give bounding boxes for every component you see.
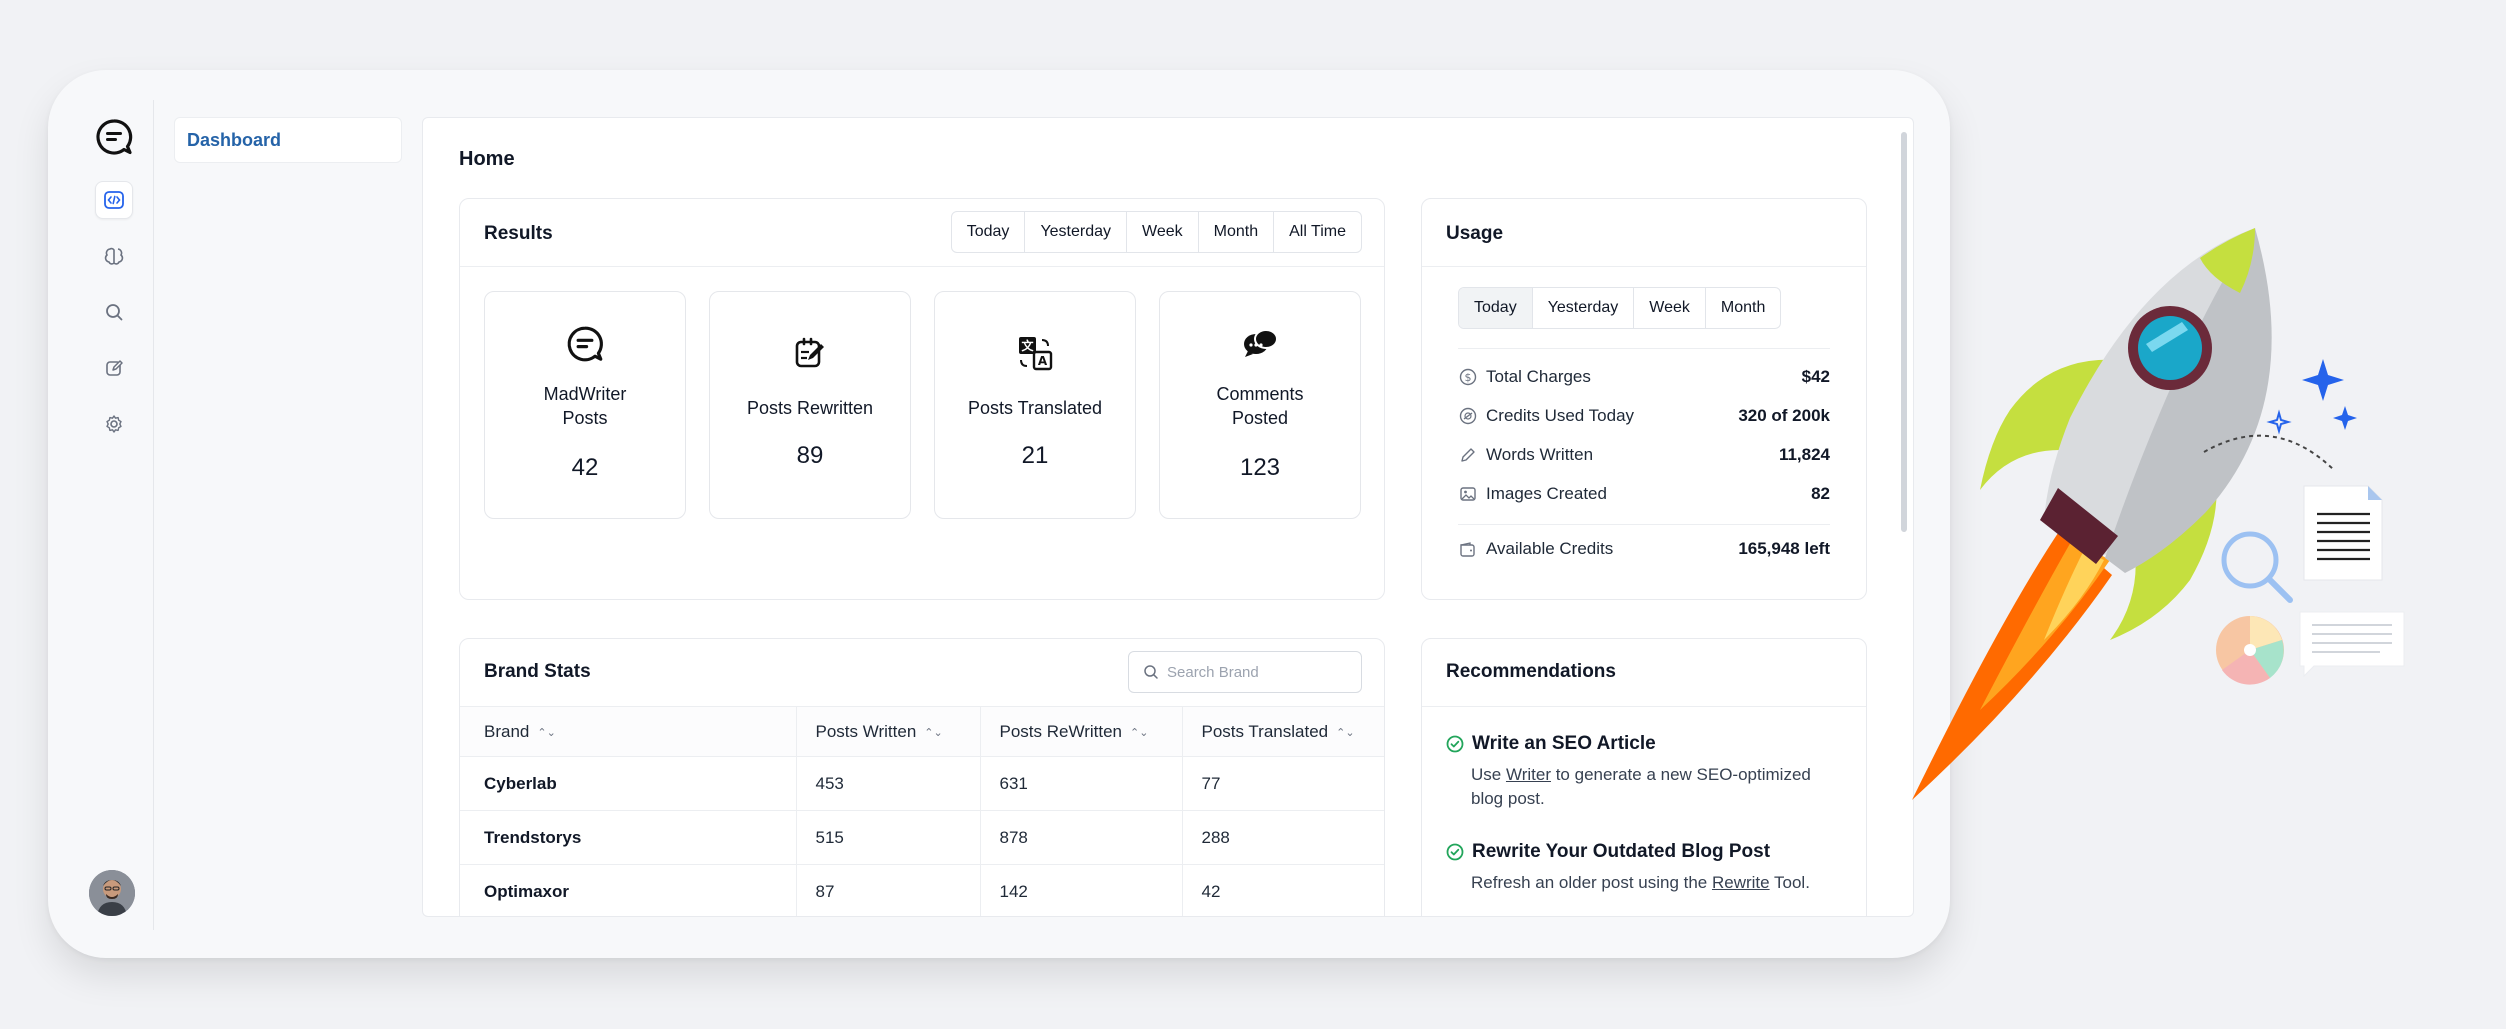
- column-header-posts-written[interactable]: Posts Written ⌃⌄: [795, 706, 980, 757]
- stat-value: 42: [571, 454, 599, 481]
- results-range-all-time[interactable]: All Time: [1289, 223, 1346, 240]
- edit-nav-icon[interactable]: [95, 349, 133, 387]
- results-title: Results: [484, 223, 553, 244]
- column-header-posts-rewritten[interactable]: Posts ReWritten ⌃⌄: [979, 706, 1182, 757]
- svg-text:A: A: [1038, 354, 1048, 368]
- usage-title: Usage: [1446, 223, 1504, 244]
- app-logo-icon[interactable]: [91, 114, 137, 160]
- sort-icon: ⌃⌄: [1336, 726, 1355, 739]
- usage-card: Usage Today Yesterday Week Month $ Total…: [1421, 198, 1867, 600]
- results-range-selector: Today Yesterday Week Month All Time: [950, 211, 1362, 253]
- brain-nav-icon[interactable]: [95, 237, 133, 275]
- usage-row-words-written: Words Written 11,824: [1458, 442, 1830, 468]
- recommendations-card: Recommendations Write an SEO Article Use…: [1421, 638, 1867, 916]
- dollar-icon: $: [1458, 367, 1478, 387]
- results-range-yesterday[interactable]: Yesterday: [1025, 212, 1128, 252]
- sort-icon: ⌃⌄: [924, 726, 943, 739]
- column-header-brand[interactable]: Brand ⌃⌄: [460, 706, 796, 757]
- user-avatar[interactable]: [89, 870, 135, 916]
- usage-range-week[interactable]: Week: [1634, 288, 1706, 328]
- usage-row-available-credits: Available Credits 165,948 left: [1458, 536, 1830, 562]
- search-brand-input[interactable]: Search Brand: [1128, 651, 1362, 693]
- chat-icon: [485, 324, 685, 364]
- stat-value: 89: [796, 442, 824, 469]
- settings-nav-icon[interactable]: [95, 405, 133, 443]
- table-row[interactable]: Optimaxor 87 142 42: [460, 864, 1384, 916]
- usage-range-selector: Today Yesterday Week Month: [1458, 287, 1782, 329]
- usage-range-yesterday[interactable]: Yesterday: [1533, 288, 1635, 328]
- image-icon: [1458, 484, 1478, 504]
- svg-text:文: 文: [1021, 338, 1034, 353]
- stat-value: 21: [1021, 442, 1049, 469]
- recommendation-item: Rewrite Your Outdated Blog Post Refresh …: [1446, 841, 1846, 895]
- results-card: Results Today Yesterday Week Month All T…: [459, 198, 1385, 600]
- stat-label: Posts Rewritten: [746, 398, 874, 418]
- stat-card-comments-posted[interactable]: Comments Posted 123: [1159, 291, 1361, 519]
- table-row[interactable]: Trendstorys 515 878 288: [460, 810, 1384, 865]
- subnav-item-dashboard[interactable]: Dashboard: [174, 117, 402, 163]
- column-header-posts-translated[interactable]: Posts Translated ⌃⌄: [1181, 706, 1384, 757]
- wallet-icon: [1458, 539, 1478, 559]
- icon-rail: [86, 100, 154, 930]
- stat-value: 123: [1239, 454, 1281, 481]
- rocket-illustration: [1912, 228, 2405, 800]
- recommendations-title: Recommendations: [1446, 661, 1616, 682]
- search-icon: [1143, 664, 1159, 680]
- brand-stats-card: Brand Stats Search Brand Brand ⌃⌄ Posts W…: [459, 638, 1385, 916]
- main-panel: Home Results Today Yesterday Week Month …: [422, 117, 1914, 917]
- rewrite-link[interactable]: Rewrite: [1711, 873, 1770, 892]
- stat-label: Comments Posted: [1216, 384, 1304, 428]
- writer-link[interactable]: Writer: [1505, 765, 1551, 784]
- stat-label: MadWriter Posts: [543, 384, 627, 428]
- usage-row-total-charges: $ Total Charges $42: [1458, 364, 1830, 390]
- results-range-week[interactable]: Week: [1127, 212, 1199, 252]
- results-range-month[interactable]: Month: [1199, 212, 1275, 252]
- usage-range-today[interactable]: Today: [1459, 288, 1533, 328]
- credits-icon: [1458, 406, 1478, 426]
- usage-row-credits-used: Credits Used Today 320 of 200k: [1458, 403, 1830, 429]
- search-nav-icon[interactable]: [95, 293, 133, 331]
- dashboard-nav-icon[interactable]: [95, 181, 133, 219]
- stat-label: Posts Translated: [967, 398, 1103, 418]
- pencil-icon: [1458, 445, 1478, 465]
- svg-text:$: $: [1465, 371, 1472, 384]
- usage-row-images-created: Images Created 82: [1458, 481, 1830, 507]
- sort-icon: ⌃⌄: [537, 726, 556, 739]
- check-circle-icon: [1446, 843, 1464, 861]
- page-title: Home: [459, 148, 515, 170]
- check-circle-icon: [1446, 735, 1464, 753]
- sort-icon: ⌃⌄: [1130, 726, 1149, 739]
- table-row[interactable]: Cyberlab 453 631 77: [460, 756, 1384, 811]
- rewrite-icon: [710, 334, 910, 372]
- stat-card-madwriter-posts[interactable]: MadWriter Posts 42: [484, 291, 686, 519]
- stat-card-posts-rewritten[interactable]: Posts Rewritten 89: [709, 291, 911, 519]
- scrollbar[interactable]: [1901, 132, 1907, 532]
- brand-stats-table: Brand ⌃⌄ Posts Written ⌃⌄ Posts ReWritten ⌃…: [460, 706, 1384, 916]
- comments-icon: [1160, 324, 1360, 364]
- results-range-today[interactable]: Today: [952, 212, 1026, 252]
- recommendation-item: Write an SEO Article Use Writer to gener…: [1446, 733, 1846, 811]
- brand-stats-title: Brand Stats: [484, 661, 591, 682]
- usage-range-month[interactable]: Month: [1720, 299, 1766, 316]
